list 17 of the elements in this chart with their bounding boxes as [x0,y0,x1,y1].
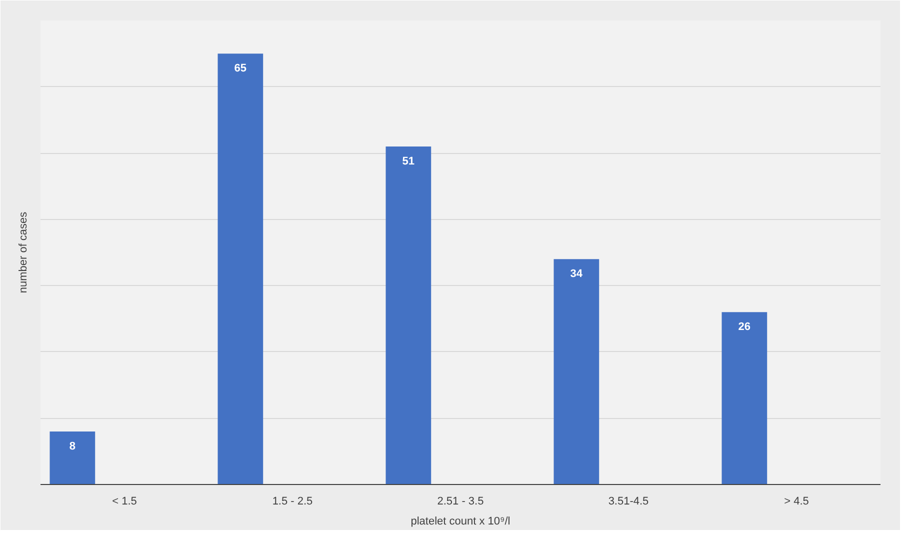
data-label: 34 [570,268,584,280]
x-tick-label: 1.5 - 2.5 [272,496,313,508]
data-label: 65 [234,62,247,75]
data-label: 51 [402,155,415,168]
data-label: 26 [738,321,751,334]
x-tick-label: > 4.5 [784,496,809,508]
x-tick-label: 3.51-4.5 [608,496,649,508]
bar [722,312,768,484]
bar [554,259,600,484]
bar [386,146,432,484]
bar [50,431,96,484]
x-tick-label: < 1.5 [112,496,137,508]
data-label: 8 [69,440,76,452]
y-axis-title: number of cases [18,211,30,294]
bar [218,54,264,484]
x-axis-title: platelet count x 10⁹/l [410,516,510,528]
x-tick-label: 2.51 - 3.5 [437,496,484,508]
